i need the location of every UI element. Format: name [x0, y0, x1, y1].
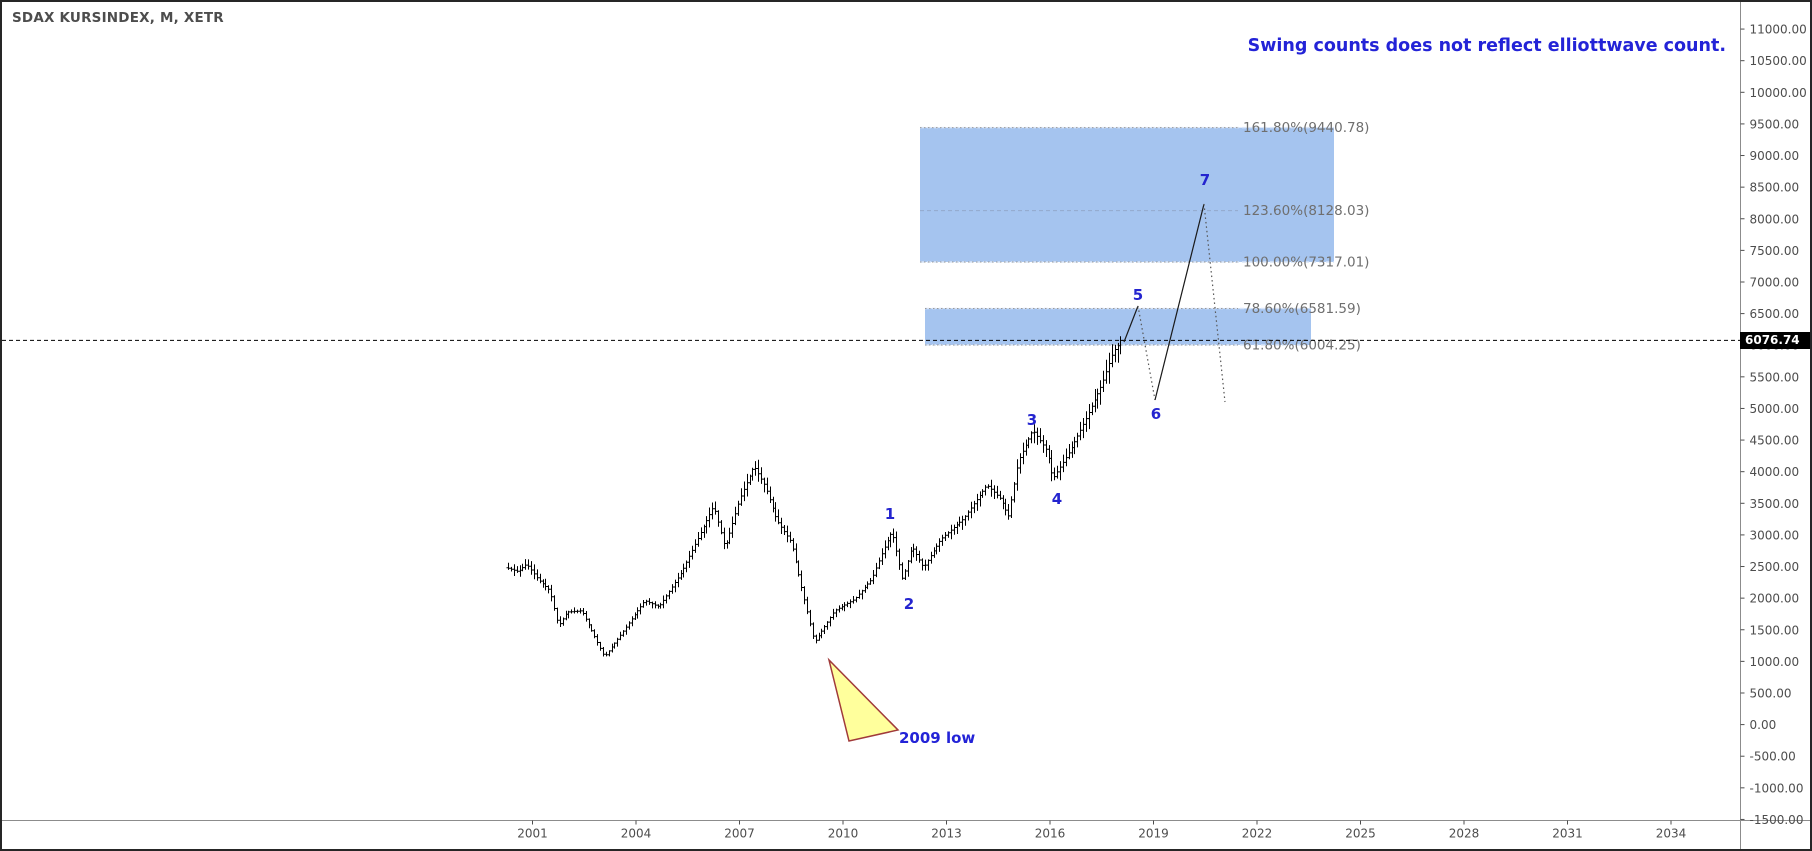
y-tick-label: 5000.00 — [1750, 402, 1800, 416]
y-tick-label: 500.00 — [1750, 686, 1792, 700]
fib-zone-rect[interactable] — [920, 127, 1334, 262]
time-axis[interactable]: 2001 2004 2007 2010 2013 2016 2019 2022 2025 2028… — [517, 820, 1687, 841]
fib-extension-zones[interactable] — [920, 126, 1334, 346]
symbol-title[interactable]: SDAX KURSINDEX, M, XETR — [12, 10, 224, 26]
y-tick-label: 1500.00 — [1750, 623, 1800, 637]
y-tick-label: 3500.00 — [1750, 497, 1800, 511]
y-tick-label: 5500.00 — [1750, 370, 1800, 384]
x-tick-label: 2004 — [621, 827, 652, 841]
x-tick-label: 2013 — [931, 827, 962, 841]
swing-count-2[interactable]: 2 — [904, 595, 914, 613]
fib-levels[interactable]: 161.80%(9440.78) 123.60%(8128.03) 100.00%(… — [920, 120, 1369, 353]
y-tick-label: 7000.00 — [1750, 275, 1800, 289]
swing-count-6[interactable]: 6 — [1151, 405, 1161, 423]
y-tick-label: -1500.00 — [1750, 813, 1804, 827]
swing-count-3[interactable]: 3 — [1027, 411, 1037, 429]
x-tick-label: 2028 — [1449, 827, 1480, 841]
y-tick-label: 0.00 — [1750, 718, 1777, 732]
y-tick-label: 6500.00 — [1750, 307, 1800, 321]
x-tick-label: 2001 — [517, 827, 548, 841]
projection-solid-segment — [1154, 203, 1205, 401]
triangle-label[interactable]: 2009 low — [899, 729, 975, 747]
x-tick-label: 2007 — [724, 827, 755, 841]
swing-count-7[interactable]: 7 — [1200, 171, 1210, 189]
y-tick-label: 4000.00 — [1750, 465, 1800, 479]
projection-lines[interactable] — [1123, 203, 1226, 403]
swing-count-4[interactable]: 4 — [1052, 490, 1062, 508]
y-tick-label: 2000.00 — [1750, 592, 1800, 606]
triangle-marker[interactable]: 2009 low — [827, 657, 975, 747]
y-tick-label: 9500.00 — [1750, 117, 1800, 131]
swing-count-1[interactable]: 1 — [885, 505, 895, 523]
projection-dotted-segment — [1203, 203, 1226, 403]
y-tick-label: 3000.00 — [1750, 528, 1800, 542]
triangle-shape[interactable] — [827, 657, 900, 742]
y-tick-label: 8000.00 — [1750, 212, 1800, 226]
y-tick-label: 8500.00 — [1750, 181, 1800, 195]
fib-level-label: 161.80%(9440.78) — [1243, 120, 1369, 136]
x-tick-label: 2010 — [828, 827, 859, 841]
x-tick-label: 2025 — [1345, 827, 1376, 841]
y-tick-label: 10500.00 — [1750, 54, 1807, 68]
y-tick-label: 11000.00 — [1750, 23, 1807, 37]
swing-count-5[interactable]: 5 — [1133, 286, 1143, 304]
y-tick-label: 4500.00 — [1750, 434, 1800, 448]
y-tick-label: 10000.00 — [1750, 86, 1807, 100]
fib-level-label: 123.60%(8128.03) — [1243, 203, 1369, 219]
price-bars[interactable] — [506, 336, 1123, 657]
x-tick-label: 2016 — [1035, 827, 1066, 841]
fib-zone-rect[interactable] — [925, 308, 1311, 345]
y-tick-label: -500.00 — [1750, 750, 1796, 764]
y-tick-label: -1000.00 — [1750, 781, 1804, 795]
swing-count-labels[interactable]: 1 2 3 4 5 6 7 — [885, 171, 1210, 613]
ohlc-bars-path — [506, 336, 1123, 657]
chart-annotation-note[interactable]: Swing counts does not reflect elliottwav… — [1247, 36, 1726, 56]
fib-level-label: 100.00%(7317.01) — [1243, 254, 1369, 270]
y-tick-label: 7500.00 — [1750, 244, 1800, 258]
x-tick-label: 2034 — [1656, 827, 1687, 841]
x-tick-label: 2031 — [1552, 827, 1583, 841]
price-axis[interactable]: 11000.00 10500.00 10000.00 9500.00 9000.00 85… — [1740, 23, 1807, 827]
x-tick-label: 2019 — [1138, 827, 1169, 841]
fib-level-label: 61.80%(6004.25) — [1243, 337, 1361, 353]
projection-solid-segment — [1123, 305, 1139, 343]
y-tick-label: 1000.00 — [1750, 655, 1800, 669]
x-tick-label: 2022 — [1242, 827, 1273, 841]
y-tick-label: 2500.00 — [1750, 560, 1800, 574]
y-tick-label: 9000.00 — [1750, 149, 1800, 163]
fib-level-label: 78.60%(6581.59) — [1243, 301, 1361, 317]
last-price-badge: 6076.74 — [1740, 332, 1810, 349]
